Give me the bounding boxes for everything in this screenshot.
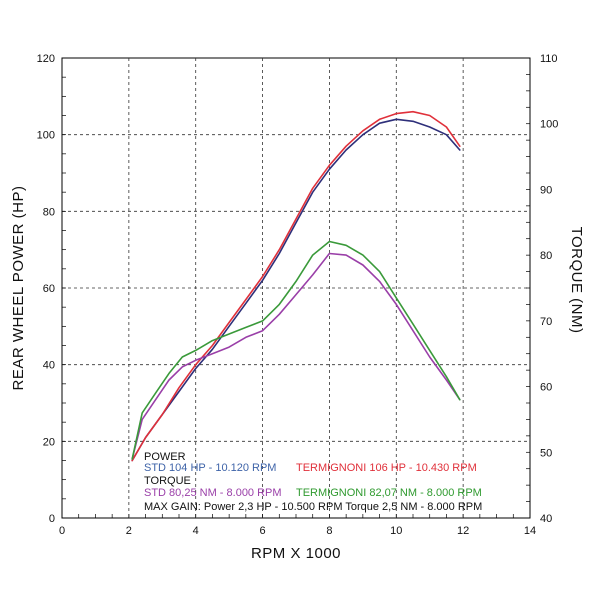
legend-max-gain: MAX GAIN: Power 2,3 HP - 10.500 RPM Torq… bbox=[144, 501, 482, 513]
left-tick-label: 20 bbox=[43, 436, 55, 448]
legend-power-heading: POWER bbox=[144, 451, 186, 463]
x-axis-title: RPM X 1000 bbox=[251, 545, 341, 562]
left-tick-label: 40 bbox=[43, 360, 55, 372]
x-tick-label: 2 bbox=[126, 525, 132, 537]
termignoni-torque-line bbox=[131, 240, 461, 460]
right-tick-label: 60 bbox=[540, 382, 552, 394]
x-tick-label: 8 bbox=[326, 525, 332, 537]
right-tick-labels: 40 50 60 70 80 90 100 110 bbox=[540, 53, 558, 525]
left-axis-title: REAR WHEEL POWER (HP) bbox=[10, 186, 27, 391]
right-tick-label: 80 bbox=[540, 250, 552, 262]
minor-ticks bbox=[61, 57, 531, 519]
legend-std-torque: STD 80,25 NM - 8.000 RPM bbox=[144, 487, 282, 499]
left-tick-label: 0 bbox=[49, 513, 55, 525]
termignoni-power-line bbox=[131, 110, 461, 462]
x-tick-label: 0 bbox=[59, 525, 65, 537]
x-tick-label: 10 bbox=[390, 525, 402, 537]
x-tick-label: 4 bbox=[193, 525, 199, 537]
right-axis-title: TORQUE (NM) bbox=[568, 227, 585, 334]
legend-std-power: STD 104 HP - 10.120 RPM bbox=[144, 462, 276, 474]
left-tick-label: 60 bbox=[43, 283, 55, 295]
std-power-line bbox=[131, 118, 461, 462]
right-tick-label: 100 bbox=[540, 119, 558, 131]
legend: POWER STD 104 HP - 10.120 RPM TERMIGNONI… bbox=[144, 451, 482, 513]
std-torque-line bbox=[131, 252, 461, 460]
left-tick-label: 100 bbox=[37, 130, 55, 142]
x-tick-label: 12 bbox=[457, 525, 469, 537]
left-tick-label: 120 bbox=[37, 53, 55, 65]
series-lines bbox=[131, 110, 461, 462]
left-tick-label: 80 bbox=[43, 206, 55, 218]
x-tick-labels: 0 2 4 6 8 10 12 14 bbox=[59, 525, 536, 537]
right-tick-label: 110 bbox=[540, 53, 558, 65]
right-tick-label: 70 bbox=[540, 316, 552, 328]
legend-termignoni-power: TERMIGNONI 106 HP - 10.430 RPM bbox=[296, 462, 477, 474]
legend-termignoni-torque: TERMIGNONI 82,07 NM - 8.000 RPM bbox=[296, 487, 482, 499]
x-tick-label: 14 bbox=[524, 525, 536, 537]
x-tick-label: 6 bbox=[260, 525, 266, 537]
right-tick-label: 90 bbox=[540, 184, 552, 196]
legend-torque-heading: TORQUE bbox=[144, 475, 191, 487]
right-tick-label: 40 bbox=[540, 513, 552, 525]
right-tick-label: 50 bbox=[540, 447, 552, 459]
left-tick-labels: 0 20 40 60 80 100 120 bbox=[37, 53, 55, 525]
